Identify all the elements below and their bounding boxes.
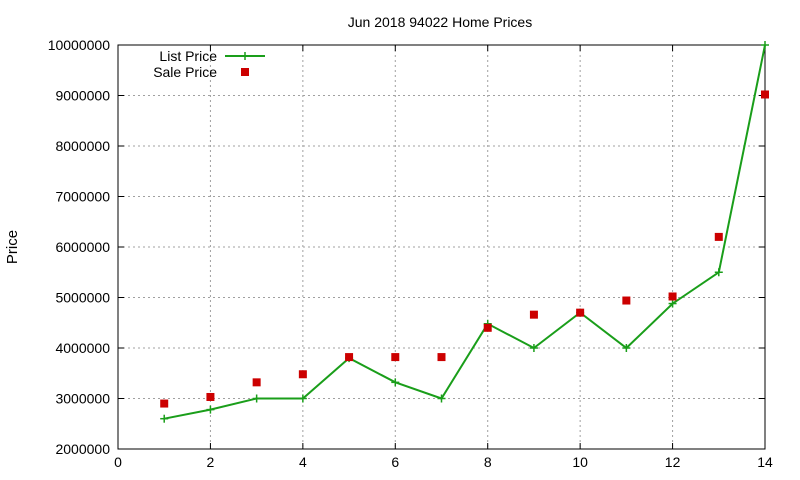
legend-label: List Price — [159, 48, 217, 64]
y-tick-label: 5000000 — [55, 290, 110, 306]
y-tick-label: 4000000 — [55, 340, 110, 356]
sale-price-point — [622, 296, 631, 305]
list-price-point — [714, 268, 723, 277]
list-price-point — [206, 405, 215, 414]
x-tick-label: 14 — [757, 454, 773, 470]
list-price-point — [622, 344, 631, 352]
x-tick-label: 12 — [665, 454, 681, 470]
x-tick-label: 2 — [207, 454, 215, 470]
list-price-point — [761, 41, 769, 49]
plot-frame — [117, 44, 766, 450]
chart-title: Jun 2018 94022 Home Prices — [348, 14, 532, 30]
sale-price-point — [252, 378, 261, 387]
y-tick-label: 7000000 — [55, 189, 110, 205]
sale-price-point — [714, 232, 723, 241]
sale-price-point — [437, 353, 446, 362]
sale-price-point — [160, 399, 169, 408]
list-price-point — [391, 378, 400, 387]
list-price-point — [668, 299, 677, 308]
list-price-point — [298, 394, 307, 403]
sale-price-point — [206, 392, 215, 401]
y-tick-label: 6000000 — [55, 239, 110, 255]
x-tick-label: 6 — [391, 454, 399, 470]
x-tick-label: 0 — [114, 454, 122, 470]
sale-price-point — [761, 90, 769, 99]
y-tick-label: 2000000 — [55, 441, 110, 457]
sale-price-point — [391, 353, 400, 362]
y-tick-label: 9000000 — [55, 88, 110, 104]
list-price-point — [529, 344, 538, 352]
list-price-point — [252, 394, 261, 403]
sale-price-point — [668, 292, 677, 301]
grid — [118, 45, 765, 449]
sale-price-point — [483, 323, 492, 332]
y-tick-label: 8000000 — [55, 138, 110, 154]
legend-square-sample — [241, 68, 249, 76]
legend-label: Sale Price — [153, 64, 217, 80]
sale-price-point — [298, 370, 307, 379]
x-tick-label: 4 — [299, 454, 307, 470]
y-tick-label: 3000000 — [55, 391, 110, 407]
axes: 0 2 4 6 8 10 12 14 2000000 3000000 4000000 5000000 6… — [48, 37, 773, 470]
x-tick-label: 10 — [572, 454, 588, 470]
series — [160, 41, 769, 423]
y-axis-label: Price — [4, 230, 21, 264]
x-tick-label: 8 — [484, 454, 492, 470]
list-price-point — [437, 394, 446, 403]
list-price-point — [160, 414, 169, 423]
sale-price-point — [529, 310, 538, 319]
sale-price-point — [345, 353, 354, 362]
list-price-line — [164, 44, 766, 420]
y-tick-label: 10000000 — [48, 37, 111, 53]
sale-price-point — [576, 308, 585, 317]
